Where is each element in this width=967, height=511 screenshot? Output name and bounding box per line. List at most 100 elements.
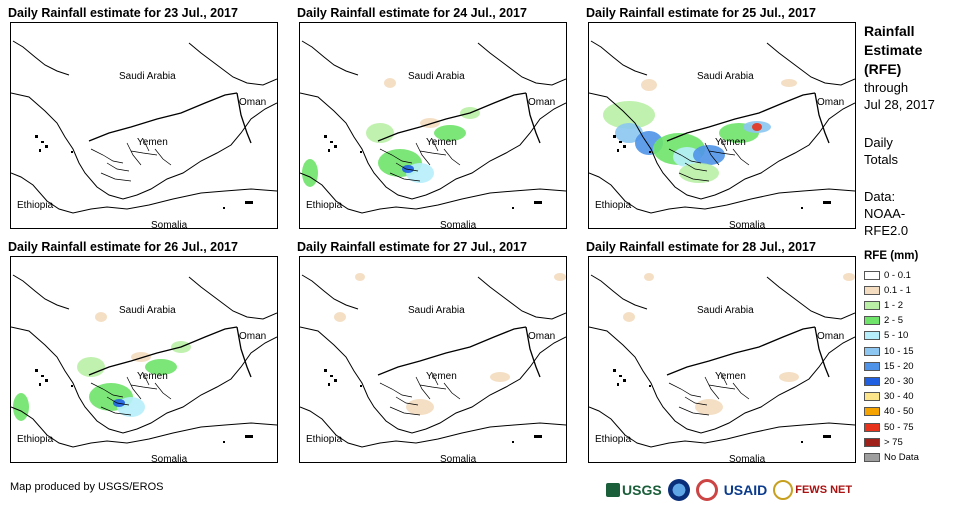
legend-item: > 75 xyxy=(864,436,903,448)
legend-label: 50 - 75 xyxy=(884,421,914,433)
sidebar-title-line: (RFE) xyxy=(864,61,902,77)
legend-label: 30 - 40 xyxy=(884,391,914,403)
legend-label: 1 - 2 xyxy=(884,299,904,311)
legend-label: 0.1 - 1 xyxy=(884,284,911,296)
legend-item: 1 - 2 xyxy=(864,299,903,311)
map-svg xyxy=(589,40,855,214)
label-ethiopia: Ethiopia xyxy=(595,434,632,445)
fews-logo-text: FEWS NET xyxy=(795,484,853,496)
label-somalia: Somalia xyxy=(151,454,188,463)
label-yemen: Yemen xyxy=(715,371,746,382)
legend-item: 0 - 0.1 xyxy=(864,269,911,281)
usgs-logo-text: USGS xyxy=(622,482,662,498)
legend-item: 50 - 75 xyxy=(864,421,914,433)
rain-overlay xyxy=(13,312,191,421)
legend-item: 0.1 - 1 xyxy=(864,284,911,296)
label-saudi-arabia: Saudi Arabia xyxy=(119,305,176,316)
usgs-wave-icon xyxy=(606,483,620,497)
legend-item: 20 - 30 xyxy=(864,375,914,387)
rain-overlay xyxy=(334,273,566,415)
panel-title: Daily Rainfall estimate for 23 Jul., 201… xyxy=(8,6,238,20)
sidebar-through-line: through xyxy=(864,80,909,95)
sidebar-title: Rainfall Estimate (RFE) xyxy=(864,22,954,79)
sidebar-data-line: RFE2.0 xyxy=(864,223,909,238)
label-ethiopia: Ethiopia xyxy=(17,434,54,445)
sidebar-title-line: Estimate xyxy=(864,42,923,58)
legend-swatch xyxy=(864,437,880,447)
panel-title: Daily Rainfall estimate for 24 Jul., 201… xyxy=(297,6,527,20)
map-svg xyxy=(11,40,277,214)
label-ethiopia: Ethiopia xyxy=(17,200,54,211)
label-yemen: Yemen xyxy=(426,371,457,382)
label-yemen: Yemen xyxy=(137,371,168,382)
legend-swatch xyxy=(864,392,880,402)
legend-label: 15 - 20 xyxy=(884,360,914,372)
rain-overlay xyxy=(623,273,855,415)
legend-item: 5 - 10 xyxy=(864,330,908,342)
label-oman: Oman xyxy=(528,331,556,342)
map-svg xyxy=(300,40,566,214)
sidebar-title-line: Rainfall xyxy=(864,23,915,39)
label-somalia: Somalia xyxy=(729,454,766,463)
label-saudi-arabia: Saudi Arabia xyxy=(697,305,754,316)
panel-title: Daily Rainfall estimate for 26 Jul., 201… xyxy=(8,240,238,254)
legend-swatch xyxy=(864,316,880,326)
legend-swatch xyxy=(864,331,880,341)
rainfall-map: Saudi Arabia Oman Yemen Ethiopia Somalia xyxy=(10,256,278,463)
usaid-logo-text: USAID xyxy=(723,482,768,498)
map-svg xyxy=(589,273,855,448)
rainfall-map: Saudi Arabia Oman Yemen Ethiopia Somalia xyxy=(299,22,567,229)
rainfall-map: Saudi Arabia Oman Yemen Ethiopia Somalia xyxy=(588,256,856,463)
fews-net-logo: FEWS NET xyxy=(773,480,852,500)
rain-overlay xyxy=(302,78,480,187)
label-yemen: Yemen xyxy=(426,137,457,148)
legend-label: 10 - 15 xyxy=(884,345,914,357)
sidebar-totals-line: Totals xyxy=(864,152,898,167)
label-oman: Oman xyxy=(817,97,845,108)
label-ethiopia: Ethiopia xyxy=(306,434,343,445)
map-credit: Map produced by USGS/EROS xyxy=(10,481,164,493)
legend-swatch xyxy=(864,270,880,280)
legend-label: 0 - 0.1 xyxy=(884,269,911,281)
legend-item: 30 - 40 xyxy=(864,391,914,403)
label-saudi-arabia: Saudi Arabia xyxy=(119,71,176,82)
sidebar-totals: Daily Totals xyxy=(864,134,959,168)
legend-swatch xyxy=(864,407,880,417)
legend-label: 2 - 5 xyxy=(884,315,904,327)
legend-swatch xyxy=(864,422,880,432)
label-somalia: Somalia xyxy=(440,454,477,463)
legend-item: 10 - 15 xyxy=(864,345,914,357)
label-oman: Oman xyxy=(239,331,267,342)
label-saudi-arabia: Saudi Arabia xyxy=(408,305,465,316)
sidebar-totals-line: Daily xyxy=(864,135,893,150)
noaa-seal-icon xyxy=(667,479,690,501)
label-saudi-arabia: Saudi Arabia xyxy=(697,71,754,82)
legend-label: > 75 xyxy=(884,436,903,448)
usgs-logo: USGS xyxy=(606,482,662,498)
fews-globe-icon xyxy=(773,480,794,500)
label-yemen: Yemen xyxy=(137,137,168,148)
legend-swatch xyxy=(864,300,880,310)
label-oman: Oman xyxy=(528,97,556,108)
sidebar-data-line: Data: xyxy=(864,189,896,204)
legend-swatch xyxy=(864,452,880,462)
label-ethiopia: Ethiopia xyxy=(306,200,343,211)
rainfall-map: Saudi Arabia Oman Yemen Ethiopia Somalia xyxy=(10,22,278,229)
sidebar-through: through Jul 28, 2017 xyxy=(864,79,959,113)
sidebar-through-line: Jul 28, 2017 xyxy=(864,97,935,112)
rainfall-map: Saudi Arabia Oman Yemen Ethiopia Somalia xyxy=(299,256,567,463)
map-svg xyxy=(300,273,566,448)
label-saudi-arabia: Saudi Arabia xyxy=(408,71,465,82)
panel-title: Daily Rainfall estimate for 25 Jul., 201… xyxy=(586,6,816,20)
legend-swatch xyxy=(864,285,880,295)
legend-swatch xyxy=(864,376,880,386)
legend-label: 20 - 30 xyxy=(884,375,914,387)
legend-label: 5 - 10 xyxy=(884,330,909,342)
legend-swatch xyxy=(864,361,880,371)
legend-item: 15 - 20 xyxy=(864,360,914,372)
legend-item: 40 - 50 xyxy=(864,406,914,418)
rain-overlay xyxy=(603,79,797,183)
map-svg xyxy=(11,274,277,448)
label-oman: Oman xyxy=(239,97,267,108)
legend-label: 40 - 50 xyxy=(884,406,914,418)
